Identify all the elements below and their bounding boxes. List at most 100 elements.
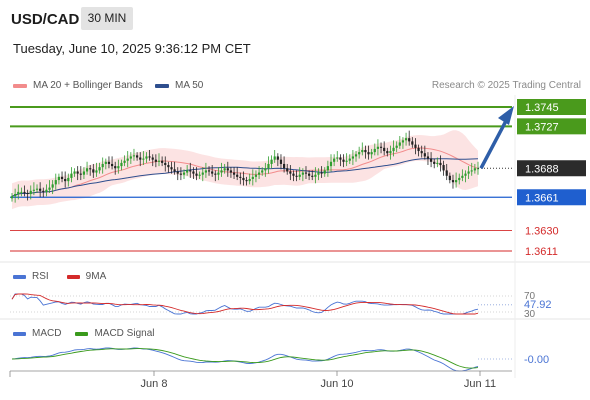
candle-body xyxy=(442,165,445,171)
candle-body xyxy=(73,171,76,174)
candle-body xyxy=(273,156,276,160)
candle-body xyxy=(170,167,173,170)
candle-body xyxy=(117,166,120,169)
candle-body xyxy=(214,173,217,175)
candle-body xyxy=(411,141,414,145)
candle-body xyxy=(267,163,270,169)
candle-body xyxy=(220,170,223,173)
candle-body xyxy=(223,168,226,171)
candle-body xyxy=(376,146,380,149)
candle-body xyxy=(192,171,195,174)
candle-body xyxy=(329,161,333,167)
candle-body xyxy=(308,173,311,176)
candle-body xyxy=(383,147,386,152)
candle-body xyxy=(398,142,401,146)
candle-body xyxy=(423,153,426,157)
macd-signal-label: MACD Signal xyxy=(94,328,155,339)
candle-body xyxy=(367,152,370,155)
rsi-line xyxy=(11,293,479,315)
level-tag-1.3727 xyxy=(517,118,586,135)
timeframe-button[interactable]: 30 MIN xyxy=(81,7,133,30)
level-label-1.3661: 1.3661 xyxy=(525,192,559,204)
rsi-ma-label: 9MA xyxy=(85,271,107,282)
last-price-label: 1.3688 xyxy=(525,163,559,175)
candle-body xyxy=(282,163,286,169)
candle-body xyxy=(229,170,233,173)
candle-body xyxy=(132,155,136,157)
candle-body xyxy=(445,170,448,176)
candle-body xyxy=(254,174,258,177)
candle-body xyxy=(101,163,104,168)
candle-body xyxy=(326,166,329,171)
rsi-ma-swatch xyxy=(66,274,80,279)
candle-body xyxy=(351,156,354,159)
candle-body xyxy=(455,180,458,183)
candle-body xyxy=(270,159,273,164)
candle-body xyxy=(23,191,26,193)
rsi-swatch xyxy=(13,274,26,279)
candle-body xyxy=(26,192,29,195)
candle-body xyxy=(304,172,308,174)
ma50-swatch xyxy=(155,83,169,88)
candle-body xyxy=(32,189,35,191)
candle-body xyxy=(276,156,279,160)
candle-body xyxy=(379,146,383,148)
macd-label: MACD xyxy=(32,328,62,339)
candle-body xyxy=(426,156,430,159)
candle-body xyxy=(136,155,139,158)
rsi-ma-line xyxy=(11,293,479,315)
ma50-label: MA 50 xyxy=(175,80,204,91)
candle-body xyxy=(182,172,186,175)
candle-body xyxy=(358,152,361,155)
candle-body xyxy=(186,170,189,173)
candle-body xyxy=(82,171,86,175)
legend-ma20: MA 20 + Bollinger Bands xyxy=(13,80,143,91)
candle-body xyxy=(317,172,320,175)
candle-body xyxy=(239,176,242,178)
candle-body xyxy=(242,177,245,181)
symbol-title: USD/CAD xyxy=(11,11,80,28)
candle-body xyxy=(70,173,73,178)
candle-body xyxy=(35,188,39,190)
candle-body xyxy=(95,170,98,173)
rsi-upper-label: 70 xyxy=(524,291,536,302)
candle-body xyxy=(348,158,351,161)
candle-body xyxy=(420,151,423,154)
candle-body xyxy=(204,170,208,173)
candle-body xyxy=(226,168,229,171)
candle-body xyxy=(364,149,367,153)
candle-body xyxy=(417,147,420,152)
candle-body xyxy=(401,140,405,143)
macd-signal-swatch xyxy=(75,331,89,336)
credit-label: Research © 2025 Trading Central xyxy=(431,80,581,91)
candle-body xyxy=(173,169,176,172)
level-label-1.3630: 1.3630 xyxy=(525,226,559,238)
candle-body xyxy=(76,171,79,174)
candle-body xyxy=(339,157,342,160)
rsi-value-label: 47.92 xyxy=(524,299,552,311)
level-tag-1.3661 xyxy=(517,189,586,206)
candle-body xyxy=(373,148,376,153)
candle-body xyxy=(79,173,82,175)
candle-body xyxy=(429,158,433,162)
candle-body xyxy=(67,177,70,182)
candle-body xyxy=(92,169,95,173)
ma20-line xyxy=(11,147,479,197)
candle-body xyxy=(17,191,20,195)
candle-body xyxy=(211,171,214,174)
candle-body xyxy=(161,160,164,163)
candle-body xyxy=(179,173,182,175)
candle-body xyxy=(60,176,64,179)
candle-body xyxy=(386,151,389,154)
candle-body xyxy=(189,170,192,172)
candle-body xyxy=(323,170,326,174)
forecast-arrow-head xyxy=(498,106,514,125)
candle-body xyxy=(142,158,145,160)
candle-body xyxy=(104,161,107,164)
candle-body xyxy=(57,176,61,181)
candle-body xyxy=(201,172,204,175)
candle-body xyxy=(395,145,398,148)
candle-body xyxy=(320,172,323,174)
candle-body xyxy=(157,160,161,162)
